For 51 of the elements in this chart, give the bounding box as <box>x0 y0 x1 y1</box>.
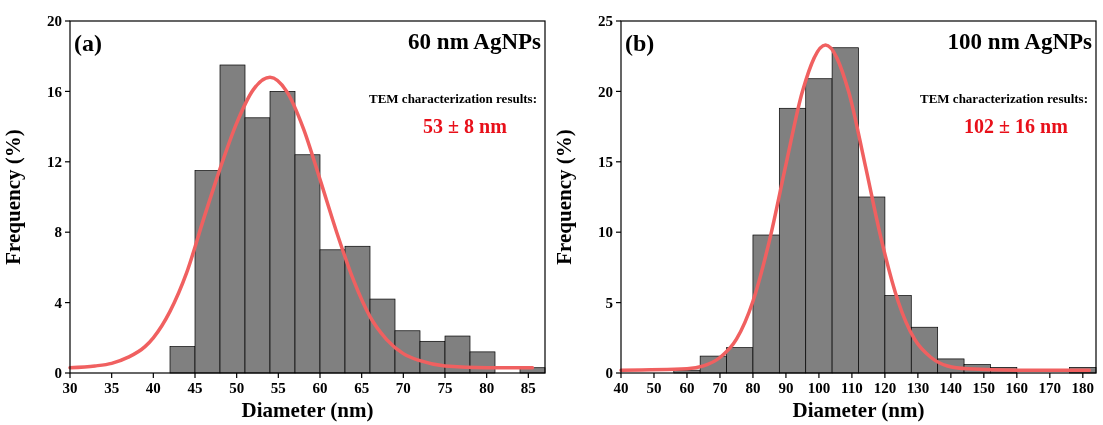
x-tick-label: 60 <box>312 380 328 396</box>
y-tick-label: 8 <box>54 224 62 241</box>
x-tick-label: 150 <box>972 380 996 396</box>
y-tick-label: 20 <box>47 13 62 30</box>
x-tick-label: 120 <box>873 380 897 396</box>
x-tick-label: 160 <box>1005 380 1029 396</box>
x-tick-label: 30 <box>62 380 78 396</box>
y-tick-label: 0 <box>605 365 613 382</box>
y-tick-label: 25 <box>598 13 613 30</box>
annotation: (a) <box>74 30 102 56</box>
x-tick-label: 40 <box>613 380 629 396</box>
x-tick-label: 60 <box>679 380 695 396</box>
annotation: 53 ± 8 nm <box>423 115 508 137</box>
chart-title: 100 nm AgNPs <box>947 29 1093 54</box>
x-tick-label: 70 <box>712 380 728 396</box>
annotation: TEM characterization results: <box>369 91 537 106</box>
y-axis-title: Frequency (%) <box>552 129 576 265</box>
y-tick-label: 16 <box>47 83 63 100</box>
x-tick-label: 85 <box>520 380 536 396</box>
x-tick-label: 110 <box>841 380 863 396</box>
x-tick-label: 130 <box>906 380 930 396</box>
x-tick-label: 50 <box>646 380 662 396</box>
x-axis-title: Diameter (nm) <box>241 398 374 422</box>
x-tick-label: 75 <box>437 380 453 396</box>
chart-title: 60 nm AgNPs <box>408 29 542 54</box>
x-tick-label: 45 <box>187 380 203 396</box>
x-tick-label: 100 <box>807 380 831 396</box>
y-tick-label: 20 <box>598 83 613 100</box>
y-tick-label: 10 <box>598 224 613 241</box>
x-tick-label: 90 <box>778 380 794 396</box>
y-tick-label: 15 <box>598 154 613 171</box>
annotation: 102 ± 16 nm <box>964 115 1069 137</box>
annotation: TEM characterization results: <box>920 91 1088 106</box>
x-tick-label: 40 <box>145 380 161 396</box>
x-tick-label: 80 <box>479 380 495 396</box>
y-tick-label: 5 <box>605 294 613 311</box>
x-tick-label: 35 <box>104 380 120 396</box>
x-tick-label: 180 <box>1071 380 1095 396</box>
x-axis-title: Diameter (nm) <box>792 398 925 422</box>
x-tick-label: 55 <box>270 380 286 396</box>
x-tick-label: 70 <box>395 380 411 396</box>
x-tick-label: 140 <box>939 380 963 396</box>
y-tick-label: 0 <box>54 365 62 382</box>
x-tick-label: 50 <box>229 380 245 396</box>
y-tick-label: 12 <box>47 154 62 171</box>
x-tick-label: 170 <box>1038 380 1062 396</box>
y-tick-label: 4 <box>54 294 63 311</box>
annotation: (b) <box>625 30 655 56</box>
y-axis-title: Frequency (%) <box>1 129 25 265</box>
x-tick-label: 80 <box>745 380 761 396</box>
x-tick-label: 65 <box>354 380 370 396</box>
